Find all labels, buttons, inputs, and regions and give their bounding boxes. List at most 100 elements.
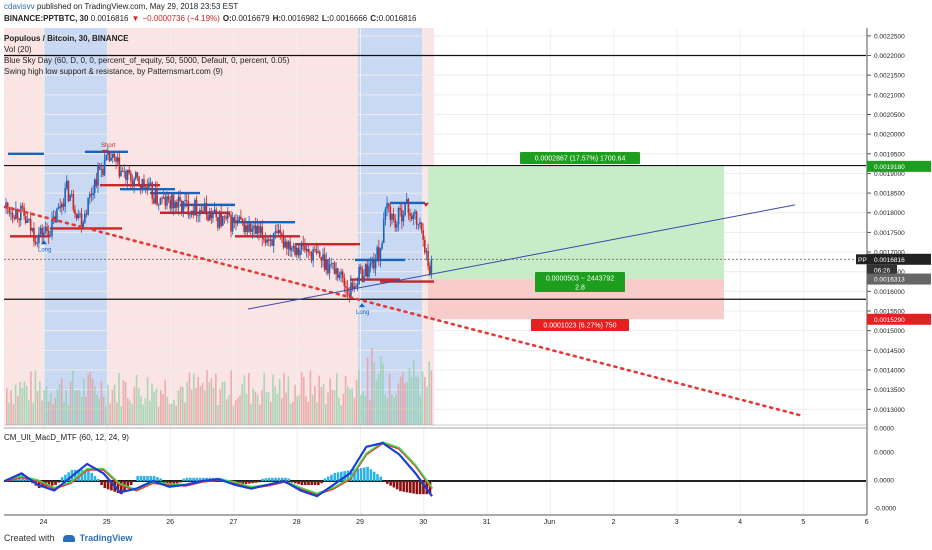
low-value: 0.0016666 xyxy=(329,14,368,23)
candle-body xyxy=(93,179,96,193)
candle-body xyxy=(57,206,60,209)
candle-body xyxy=(272,232,275,246)
macd-hist-bar xyxy=(251,481,254,484)
time-tick-label: 5 xyxy=(801,519,805,526)
volume-bar xyxy=(188,372,191,425)
candle-body xyxy=(343,277,346,287)
candle-body xyxy=(113,153,116,158)
volume-bar xyxy=(415,376,417,425)
volume-bar xyxy=(14,384,17,425)
macd-hist-bar xyxy=(83,469,87,481)
candle-body xyxy=(161,198,163,200)
candle-body xyxy=(67,180,70,201)
publisher-name[interactable]: cdavisvv xyxy=(4,2,35,11)
candle-body xyxy=(6,202,9,208)
volume-bar xyxy=(25,385,28,425)
volume-bar xyxy=(39,381,41,425)
volume-bar xyxy=(358,369,360,425)
candle-body xyxy=(310,252,313,261)
candle-body xyxy=(405,199,408,203)
macd-hist-bar xyxy=(402,481,406,492)
candle-body xyxy=(401,209,403,222)
candle-body xyxy=(69,195,71,201)
macd-hist-bar xyxy=(261,478,264,481)
candle-body xyxy=(269,239,272,241)
macd-hist-bar xyxy=(87,469,90,481)
publish-info: published on TradingView.com, May 29, 20… xyxy=(36,2,239,11)
volume-bar xyxy=(320,386,323,425)
candle-body xyxy=(143,178,145,188)
macd-hist-bar xyxy=(284,477,287,481)
volume-bar xyxy=(173,399,175,425)
candle-body xyxy=(222,216,224,226)
candle-body xyxy=(246,225,249,232)
volume-bar xyxy=(28,400,30,425)
price-tick-label: 0.0018000 xyxy=(874,210,905,217)
volume-bar xyxy=(168,404,171,425)
candle-body xyxy=(187,201,190,216)
candle-body xyxy=(44,226,47,233)
candle-body xyxy=(277,229,280,234)
macd-hist-bar xyxy=(389,481,392,486)
macd-hist-bar xyxy=(103,481,107,489)
volume-bar xyxy=(100,380,103,425)
volume-bar xyxy=(149,400,151,425)
candle-body xyxy=(412,213,415,219)
volume-bar xyxy=(96,394,98,425)
volume-bar xyxy=(336,373,338,425)
volume-bar xyxy=(17,396,19,425)
legend-indicator-1[interactable]: Blue Sky Day (60, D, 0, 0, percent_of_eq… xyxy=(4,56,290,65)
volume-bar xyxy=(105,406,107,425)
candle-body xyxy=(376,247,378,261)
volume-bar xyxy=(164,379,166,425)
candle-body xyxy=(220,213,222,226)
volume-bar xyxy=(245,393,248,425)
volume-bar xyxy=(287,376,290,425)
candle-body xyxy=(153,198,155,204)
candle-body xyxy=(245,225,247,232)
macd-hist-bar xyxy=(64,474,67,481)
candle-body xyxy=(266,239,268,243)
macd-legend[interactable]: CM_Ult_MacD_MTF (60, 12, 24, 9) xyxy=(4,433,129,442)
volume-bar xyxy=(340,405,342,425)
volume-bar xyxy=(56,389,59,425)
macd-hist-bar xyxy=(195,477,199,481)
entry-price-label-bg xyxy=(867,273,931,285)
volume-bar xyxy=(393,397,395,425)
candle-body xyxy=(391,213,393,220)
candle-body xyxy=(397,208,400,225)
candle-body xyxy=(195,199,198,216)
volume-bar xyxy=(360,394,362,425)
macd-hist-bar xyxy=(333,472,337,481)
candle-body xyxy=(75,214,78,219)
macd-hist-bar xyxy=(386,481,389,484)
volume-bar xyxy=(237,398,239,425)
legend-volume[interactable]: Vol (20) xyxy=(4,45,32,54)
candle-body xyxy=(225,216,227,219)
macd-hist-bar xyxy=(185,477,189,481)
macd-hist-bar xyxy=(149,475,153,481)
volume-bar xyxy=(69,381,72,425)
volume-bar xyxy=(98,398,100,425)
price-labels: 0.0019180PPTBTC0.001681606:260.00163130.… xyxy=(856,160,931,325)
candle-body xyxy=(111,153,114,158)
candle-body xyxy=(90,193,93,196)
countdown-bg xyxy=(867,264,897,275)
profit-label: 0.0002867 (17.57%) 1700.64 xyxy=(535,156,626,163)
volume-bar xyxy=(270,402,272,425)
candle-body xyxy=(184,200,186,201)
candle-body xyxy=(203,202,206,213)
candle-body xyxy=(256,225,259,234)
volume-bar xyxy=(243,375,246,425)
candle-body xyxy=(149,182,152,184)
candle-body xyxy=(300,242,303,250)
candle-body xyxy=(172,194,175,209)
macd-hist-bar xyxy=(415,481,419,495)
volume-bar xyxy=(210,378,213,425)
candle-body xyxy=(41,227,43,237)
volume-bar xyxy=(366,357,369,425)
legend-indicator-2[interactable]: Swing high low support & resistance, by … xyxy=(4,67,223,76)
time-tick-label: 31 xyxy=(483,519,491,526)
footer-brand[interactable]: TradingView xyxy=(79,533,133,543)
volume-bar xyxy=(109,403,111,425)
